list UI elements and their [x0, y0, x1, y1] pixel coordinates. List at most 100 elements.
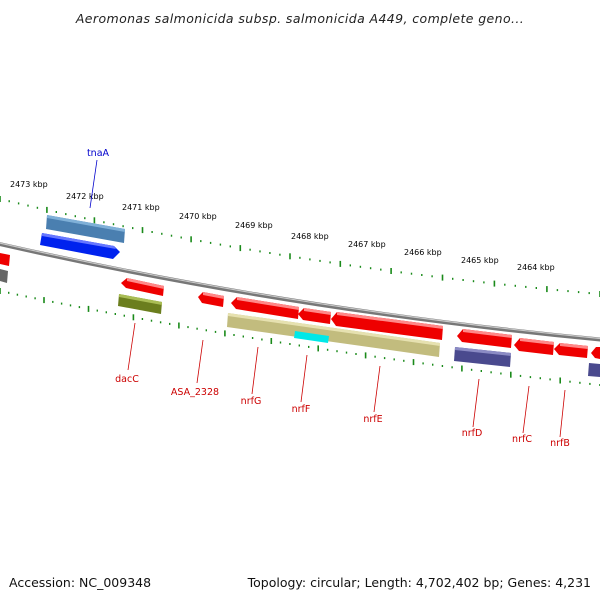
minor-tick: [8, 200, 10, 203]
label-nrfE[interactable]: nrfE: [363, 414, 382, 425]
minor-tick: [359, 265, 362, 268]
minor-tick: [84, 217, 86, 220]
reverse-gene-nrfC[interactable]: [514, 338, 554, 355]
major-tick: [364, 352, 367, 359]
leader-nrfC: [522, 385, 530, 434]
label-dacC[interactable]: dacC: [115, 374, 139, 385]
leader-tnaA: [89, 159, 98, 209]
label-ASA_2328[interactable]: ASA_2328: [171, 387, 219, 398]
minor-tick: [150, 319, 153, 322]
minor-tick: [403, 359, 405, 362]
label-nrfB[interactable]: nrfB: [550, 438, 570, 449]
scale-tick-label: 2465 kbp: [461, 256, 499, 265]
minor-tick: [569, 380, 571, 383]
reverse-gene-right-edge[interactable]: [588, 347, 600, 377]
reverse-gene-dacC-olive[interactable]: [118, 294, 162, 314]
minor-tick: [214, 330, 217, 333]
minor-tick: [345, 351, 348, 354]
label-nrfC[interactable]: nrfC: [512, 434, 532, 445]
minor-tick: [170, 234, 173, 237]
minor-tick: [233, 334, 235, 336]
label-nrfD[interactable]: nrfD: [462, 428, 483, 439]
minor-tick: [355, 353, 357, 355]
minor-tick: [490, 371, 492, 374]
minor-tick: [525, 285, 527, 288]
leader-nrfB: [559, 389, 566, 438]
major-tick: [87, 305, 90, 312]
reverse-gene-left-edge[interactable]: [0, 253, 10, 283]
cyan-feature-nrfF[interactable]: [294, 331, 329, 343]
minor-tick: [242, 335, 244, 338]
minor-tick: [8, 291, 10, 294]
reverse-gene-dacC[interactable]: [121, 278, 164, 296]
minor-tick: [462, 279, 464, 281]
major-tick: [559, 377, 561, 384]
scale-tick-label: 2471 kbp: [122, 203, 160, 212]
reverse-gene-nrfF[interactable]: [298, 308, 331, 324]
leader-nrfF: [300, 354, 308, 403]
reverse-gene-nrfE[interactable]: [331, 312, 443, 340]
minor-tick: [123, 314, 125, 317]
minor-tick: [25, 295, 27, 298]
reverse-gene-nrfG[interactable]: [231, 297, 299, 319]
minor-tick: [422, 362, 424, 365]
minor-tick: [519, 374, 522, 377]
leader-dacC: [127, 322, 136, 371]
forward-gene-blue[interactable]: [40, 233, 120, 259]
major-tick: [390, 268, 392, 274]
genome-backbone: [0, 242, 600, 342]
minor-tick: [205, 329, 207, 332]
minor-tick: [383, 357, 386, 360]
minor-tick: [556, 289, 559, 292]
minor-tick: [579, 381, 581, 384]
minor-tick: [141, 318, 144, 320]
minor-tick: [319, 259, 321, 262]
label-tnaA[interactable]: tnaA: [87, 148, 110, 159]
scale-tick-label: 2464 kbp: [517, 263, 555, 272]
minor-tick: [514, 284, 516, 287]
minor-tick: [249, 248, 251, 251]
genome-summary-text: Topology: circular; Length: 4,702,402 bp…: [247, 575, 591, 590]
minor-tick: [374, 355, 376, 358]
minor-tick: [539, 377, 541, 380]
minor-tick: [52, 300, 54, 303]
minor-tick: [74, 215, 76, 218]
minor-tick: [196, 327, 198, 330]
lower-tick-ring: [0, 288, 600, 386]
khaki-gene-nrf[interactable]: [227, 313, 440, 357]
minor-tick: [200, 240, 202, 243]
minor-tick: [431, 275, 433, 278]
forward-gene-tnaA[interactable]: [46, 215, 125, 243]
leader-nrfD: [472, 378, 480, 428]
reverse-gene-ASA_2328[interactable]: [198, 292, 224, 307]
minor-tick: [55, 211, 57, 213]
major-tick: [270, 338, 273, 344]
minor-tick: [308, 345, 310, 348]
scale-tick-label: 2466 kbp: [404, 248, 442, 257]
minor-tick: [259, 250, 261, 253]
minor-tick: [69, 304, 72, 307]
major-tick: [132, 314, 135, 321]
minor-tick: [451, 366, 453, 369]
reverse-gene-nrfD[interactable]: [457, 329, 512, 348]
minor-tick: [393, 358, 395, 361]
minor-tick: [112, 223, 115, 226]
scale-tick-label: 2473 kbp: [10, 180, 48, 189]
major-tick: [441, 274, 444, 281]
label-nrfG[interactable]: nrfG: [241, 396, 262, 407]
label-nrfF[interactable]: nrfF: [292, 404, 311, 415]
minor-tick: [159, 321, 162, 324]
leader-nrfE: [373, 365, 381, 413]
scale-tick-label: 2470 kbp: [179, 212, 217, 221]
slate-gene-nrfD[interactable]: [454, 347, 511, 367]
minor-tick: [504, 283, 506, 286]
reverse-gene-nrfB[interactable]: [554, 343, 588, 358]
minor-tick: [17, 202, 20, 205]
minor-tick: [114, 313, 116, 315]
minor-tick: [410, 272, 413, 275]
minor-tick: [329, 261, 331, 264]
minor-tick: [103, 221, 105, 224]
minor-tick: [34, 297, 36, 300]
major-tick: [461, 365, 463, 372]
